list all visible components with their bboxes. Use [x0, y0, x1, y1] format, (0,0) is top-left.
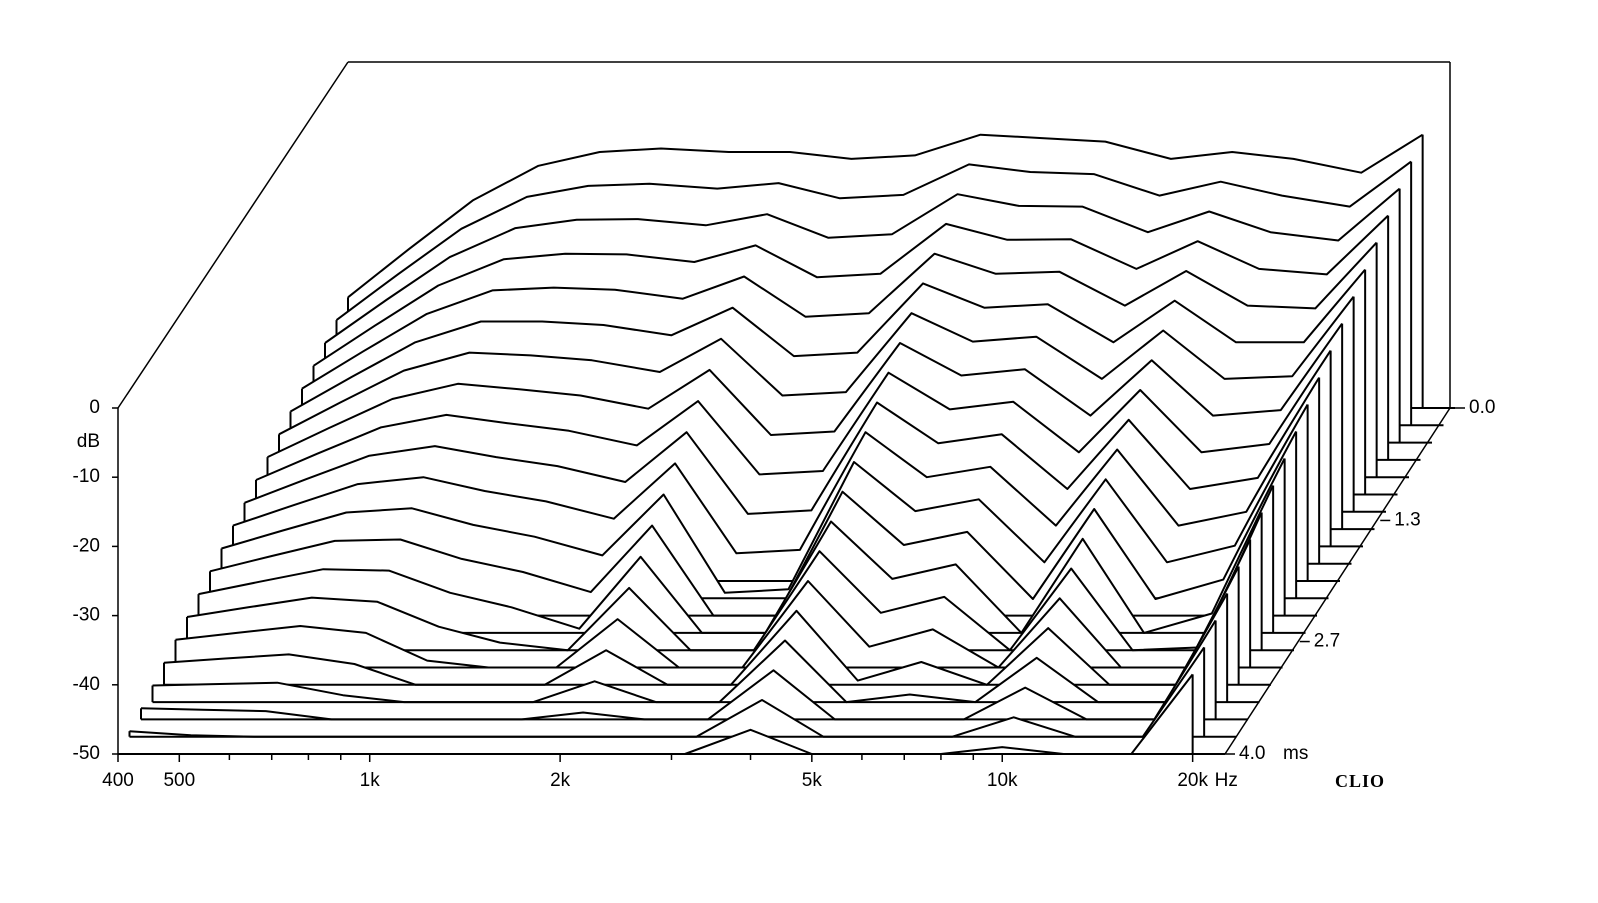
slice-line: [221, 431, 1297, 594]
slice-fill: [210, 458, 1317, 616]
z-tick-label: 1.3: [1394, 509, 1420, 530]
slice-line: [232, 404, 1309, 555]
slice-line: [186, 512, 1263, 652]
x-tick-label: 20k: [1177, 770, 1208, 791]
slice-line: [140, 619, 1217, 721]
slice-line: [290, 268, 1366, 413]
slice-line: [255, 350, 1332, 481]
slice-line: [278, 295, 1355, 436]
y-tick-label: 0: [89, 397, 100, 418]
z-tick-label: 2.7: [1314, 631, 1340, 652]
x-unit: Hz: [1215, 770, 1238, 791]
slice-line: [347, 133, 1424, 299]
slices: [118, 133, 1455, 755]
slice-line: [118, 673, 1194, 755]
slice-fill: [152, 593, 1260, 703]
x-tick-label: 10k: [987, 770, 1018, 791]
x-tick-label: 1k: [360, 770, 381, 791]
slice-line: [335, 160, 1412, 321]
x-tick-label: 5k: [802, 770, 823, 791]
brand: CLIO: [1335, 771, 1385, 791]
slice-line: [324, 187, 1401, 344]
slice-line: [198, 485, 1275, 634]
y-tick-label: -10: [73, 466, 100, 487]
slice-line: [244, 377, 1320, 515]
z-tick-label: 0.0: [1469, 397, 1495, 418]
slice-line: [152, 593, 1228, 704]
z-unit: ms: [1283, 743, 1308, 764]
y-tick-label: -50: [73, 743, 100, 764]
slice-line: [209, 458, 1286, 617]
slice-line: [175, 539, 1252, 669]
y-tick-label: -40: [73, 674, 100, 695]
slice-fill: [221, 431, 1329, 599]
slice-line: [163, 566, 1240, 686]
x-tick-label: 2k: [550, 770, 571, 791]
frame-edge: [117, 61, 349, 409]
y-tick-label: -30: [73, 605, 100, 626]
slice-line: [301, 241, 1378, 390]
x-tick-label: 400: [102, 770, 134, 791]
y-axis-label: dB: [77, 431, 100, 452]
z-tick-label: 4.0: [1239, 743, 1265, 764]
x-tick-label: 500: [163, 770, 195, 791]
slice-line: [312, 214, 1389, 367]
slice-line: [267, 323, 1343, 459]
y-tick-label: -20: [73, 535, 100, 556]
slice-line: [129, 646, 1205, 738]
slice-fill: [164, 566, 1271, 685]
